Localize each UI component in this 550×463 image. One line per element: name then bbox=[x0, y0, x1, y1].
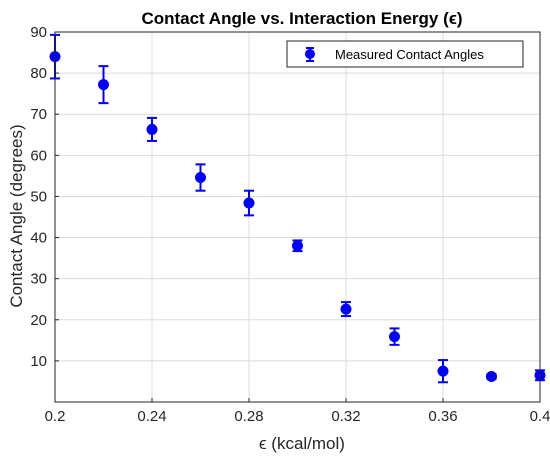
x-tick-label: 0.32 bbox=[331, 408, 360, 425]
y-axis-label: Contact Angle (degrees) bbox=[7, 124, 26, 307]
y-tick-label: 30 bbox=[30, 271, 47, 288]
legend-label: Measured Contact Angles bbox=[335, 47, 484, 62]
data-point bbox=[437, 365, 449, 377]
data-point bbox=[340, 303, 352, 315]
chart-title: Contact Angle vs. Interaction Energy (ϵ) bbox=[141, 9, 462, 28]
data-points bbox=[49, 51, 546, 383]
data-point bbox=[98, 79, 109, 91]
plot-area bbox=[55, 32, 540, 402]
x-tick-label: 0.24 bbox=[137, 408, 166, 425]
x-tick-label: 0.4 bbox=[530, 408, 550, 425]
data-point bbox=[243, 197, 255, 209]
y-tick-label: 70 bbox=[30, 106, 47, 123]
data-point bbox=[146, 123, 158, 135]
legend: Measured Contact Angles bbox=[286, 40, 524, 68]
y-tick-label: 90 bbox=[30, 24, 47, 41]
legend-marker bbox=[305, 49, 315, 59]
y-tick-label: 10 bbox=[30, 353, 47, 370]
legend-box bbox=[286, 40, 524, 68]
y-tick-labels: 10 20 30 40 50 60 70 80 90 bbox=[30, 24, 47, 370]
x-tick-label: 0.28 bbox=[234, 408, 263, 425]
y-tick-label: 60 bbox=[30, 147, 47, 164]
data-point bbox=[195, 172, 206, 184]
data-point bbox=[292, 240, 303, 252]
data-point bbox=[486, 371, 497, 383]
y-tick-label: 40 bbox=[30, 230, 47, 247]
x-tick-labels: 0.2 0.24 0.28 0.32 0.36 0.4 bbox=[45, 408, 550, 425]
x-tick-label: 0.36 bbox=[428, 408, 457, 425]
x-tick-label: 0.2 bbox=[45, 408, 66, 425]
data-point bbox=[389, 331, 400, 343]
y-tick-label: 50 bbox=[30, 188, 47, 205]
y-tick-label: 20 bbox=[30, 312, 47, 329]
x-axis-label: ϵ (kcal/mol) bbox=[259, 434, 345, 453]
plot-border bbox=[54, 31, 541, 403]
y-tick-label: 80 bbox=[30, 65, 47, 82]
